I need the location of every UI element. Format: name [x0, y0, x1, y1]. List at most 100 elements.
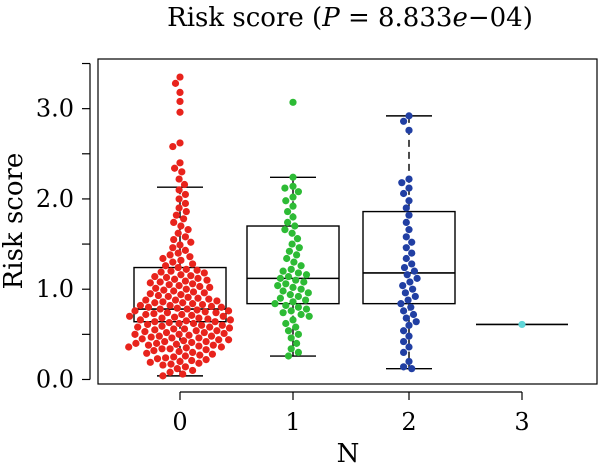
- data-point: [175, 319, 183, 328]
- data-point: [151, 326, 159, 334]
- data-point: [166, 301, 174, 310]
- plot-groups: [125, 73, 568, 380]
- data-point: [271, 300, 279, 308]
- data-point: [185, 331, 193, 339]
- data-point: [217, 343, 225, 351]
- data-point: [142, 296, 150, 304]
- data-point: [195, 314, 203, 322]
- y-axis-label: Risk score: [0, 153, 29, 290]
- data-point: [285, 247, 293, 255]
- data-point: [403, 271, 411, 279]
- data-point: [146, 358, 154, 366]
- data-point: [288, 229, 296, 237]
- data-point: [171, 313, 179, 321]
- data-point: [300, 278, 308, 286]
- data-point: [400, 189, 408, 198]
- data-point: [147, 333, 155, 341]
- data-point: [194, 294, 202, 302]
- data-point: [282, 319, 290, 328]
- data-point: [200, 269, 208, 277]
- data-point: [162, 328, 171, 337]
- data-point: [176, 357, 184, 366]
- data-point: [289, 213, 297, 221]
- data-point: [220, 329, 228, 338]
- data-point: [159, 361, 167, 369]
- data-point: [193, 266, 201, 274]
- data-point: [405, 357, 413, 366]
- data-point: [284, 327, 293, 335]
- data-point: [169, 142, 177, 151]
- data-point: [131, 330, 139, 338]
- data-point: [411, 292, 419, 301]
- data-point: [182, 344, 190, 352]
- data-point: [154, 291, 162, 300]
- data-point: [177, 222, 185, 230]
- data-point: [184, 226, 192, 234]
- data-point: [138, 335, 146, 343]
- data-point: [200, 289, 208, 297]
- data-point: [292, 323, 300, 331]
- data-point: [401, 289, 409, 297]
- data-point: [181, 199, 189, 208]
- data-point: [171, 275, 179, 283]
- data-point: [294, 188, 302, 196]
- data-point: [177, 256, 185, 264]
- x-tick-label: 1: [285, 408, 300, 436]
- data-point: [289, 283, 297, 292]
- data-point: [399, 281, 407, 290]
- data-point: [186, 253, 194, 261]
- data-point: [213, 297, 221, 305]
- data-point: [400, 363, 408, 371]
- data-point: [159, 298, 167, 306]
- data-point: [167, 360, 175, 368]
- data-point: [162, 273, 171, 282]
- data-point: [151, 272, 159, 281]
- data-point: [175, 186, 183, 194]
- data-point: [287, 334, 295, 342]
- data-point: [412, 318, 420, 326]
- data-point: [302, 271, 311, 279]
- data-point: [131, 307, 139, 315]
- data-point: [182, 317, 190, 325]
- data-point: [171, 296, 180, 304]
- data-point: [126, 312, 134, 320]
- data-point: [282, 301, 290, 310]
- data-point: [194, 274, 202, 282]
- data-point: [159, 372, 167, 380]
- data-point: [188, 338, 196, 347]
- data-point: [152, 284, 160, 292]
- data-point: [153, 355, 162, 363]
- data-point: [144, 303, 153, 311]
- data-point: [179, 370, 187, 378]
- data-point: [180, 215, 188, 223]
- data-point: [175, 175, 183, 183]
- data-point: [211, 318, 219, 326]
- data-point: [294, 269, 302, 277]
- data-point: [398, 179, 406, 187]
- data-point: [302, 305, 311, 313]
- data-point: [208, 350, 216, 358]
- data-point: [289, 98, 297, 106]
- data-point: [177, 271, 185, 279]
- data-point: [181, 352, 189, 360]
- data-point: [287, 345, 295, 353]
- data-point: [292, 276, 300, 284]
- data-point: [294, 303, 302, 311]
- data-point: [407, 303, 415, 311]
- data-point: [157, 268, 165, 276]
- title-prefix: Risk score (: [167, 3, 322, 33]
- data-point: [166, 345, 174, 353]
- data-point: [170, 235, 178, 244]
- data-point: [219, 312, 227, 320]
- data-point: [170, 353, 178, 361]
- data-point: [297, 310, 305, 319]
- data-point: [192, 327, 200, 335]
- data-point: [289, 193, 297, 201]
- data-point: [290, 258, 298, 266]
- data-point: [206, 323, 214, 331]
- data-point: [196, 282, 204, 291]
- data-point: [408, 238, 416, 246]
- data-point: [181, 233, 189, 241]
- data-point: [146, 290, 154, 298]
